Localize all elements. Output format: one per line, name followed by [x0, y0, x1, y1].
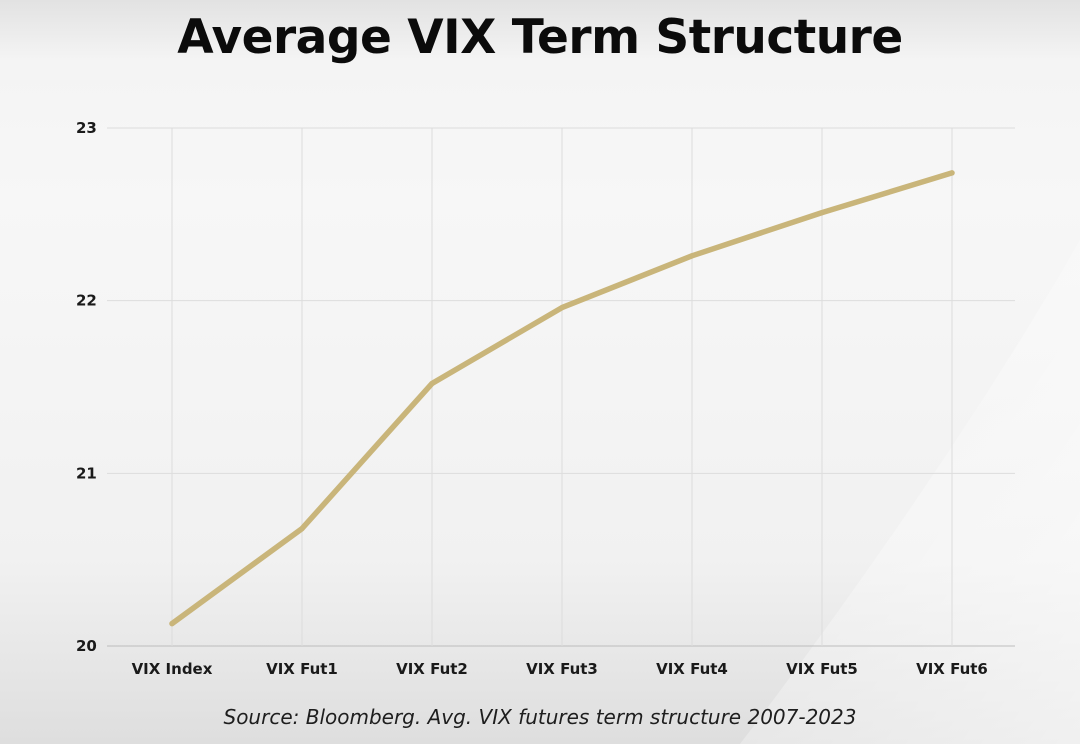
data-point — [689, 253, 695, 259]
x-axis-ticks: VIX Index VIX Fut1 VIX Fut2 VIX Fut3 VIX Fut… — [132, 660, 988, 678]
x-tick-label: VIX Index — [132, 660, 213, 678]
data-point — [299, 525, 305, 532]
data-point — [949, 170, 955, 176]
x-tick-label: VIX Fut1 — [266, 660, 338, 678]
x-tick-label: VIX Fut6 — [916, 660, 988, 678]
y-axis-ticks: 20 21 22 23 — [76, 119, 97, 655]
y-tick-label: 20 — [76, 637, 97, 655]
x-tick-label: VIX Fut4 — [656, 660, 728, 678]
x-tick-label: VIX Fut5 — [786, 660, 858, 678]
data-point — [429, 380, 435, 387]
source-note: Source: Bloomberg. Avg. VIX futures term… — [223, 705, 857, 729]
x-tick-label: VIX Fut3 — [526, 660, 598, 678]
chart-title: Average VIX Term Structure — [177, 10, 903, 65]
data-point — [559, 304, 565, 311]
data-point — [169, 620, 175, 627]
y-tick-label: 21 — [76, 464, 97, 482]
data-point — [819, 210, 825, 216]
x-tick-label: VIX Fut2 — [396, 660, 468, 678]
y-tick-label: 23 — [76, 119, 97, 137]
y-tick-label: 22 — [76, 292, 97, 310]
series-lines — [169, 170, 955, 627]
